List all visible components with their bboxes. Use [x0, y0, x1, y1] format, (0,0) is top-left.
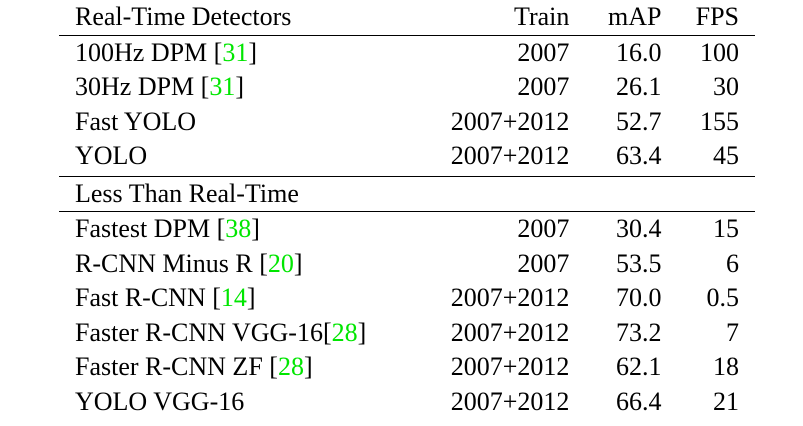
citation-link[interactable]: 31 — [222, 37, 249, 67]
citation-close-bracket: ] — [248, 37, 258, 67]
cell-map: 66.4 — [615, 386, 662, 416]
cell-method: Fast R-CNN [14] — [59, 281, 401, 316]
citation-open-bracket: [ — [200, 72, 210, 101]
table-row: 30Hz DPM [31] 2007 26.1 30 — [59, 70, 755, 105]
method-name: Fast R-CNN — [75, 283, 213, 312]
cell-fps: 100 — [700, 37, 739, 67]
citation-close-bracket: ] — [251, 214, 260, 243]
table-row: Faster R-CNN VGG-16[28] 2007+2012 73.2 7 — [59, 316, 755, 351]
cell-fps: 0.5 — [706, 283, 740, 312]
table-row: YOLO VGG-16 2007+2012 66.4 21 — [59, 385, 755, 420]
citation-link[interactable]: 20 — [267, 248, 294, 278]
method-name: Faster R-CNN VGG-16 — [75, 317, 323, 347]
method-name: 100Hz DPM — [75, 37, 214, 67]
results-table: Real-Time Detectors Train mAP FPS 100Hz … — [59, 0, 755, 419]
header-map: mAP — [569, 0, 662, 36]
cell-train: 2007+2012 — [450, 317, 570, 347]
citation-link[interactable]: 38 — [225, 214, 252, 243]
cell-fps: 30 — [713, 72, 739, 101]
citation-close-bracket: ] — [246, 283, 256, 312]
realtime-section: Real-Time Detectors Train mAP FPS 100Hz … — [59, 0, 755, 174]
method-name: 30Hz DPM — [75, 72, 201, 101]
cell-method: Faster R-CNN VGG-16[28] — [59, 316, 401, 351]
citation-close-bracket: ] — [303, 352, 313, 381]
citation-open-bracket: [ — [322, 317, 332, 347]
method-name: YOLO VGG-16 — [75, 386, 245, 416]
citation-close-bracket: ] — [357, 317, 367, 347]
table-row: YOLO 2007+2012 63.4 45 — [59, 139, 755, 174]
header-fps: FPS — [661, 0, 755, 36]
cell-train: 2007+2012 — [450, 386, 570, 416]
separator — [59, 173, 755, 177]
cell-map: 62.1 — [615, 352, 662, 381]
table-row: Fast YOLO 2007+2012 52.7 155 — [59, 105, 755, 140]
cell-method: Fast YOLO — [59, 105, 401, 140]
table-row: Fastest DPM [38] 2007 30.4 15 — [59, 212, 755, 247]
citation-open-bracket: [ — [269, 352, 278, 381]
citation-link[interactable]: 31 — [209, 72, 236, 101]
method-name: YOLO — [75, 141, 148, 170]
cell-fps: 15 — [713, 214, 739, 243]
table-row: R-CNN Minus R [20] 2007 53.5 6 — [59, 247, 755, 282]
table-row: 100Hz DPM [31] 2007 16.0 100 — [59, 35, 755, 70]
section-title: Less Than Real-Time — [59, 176, 755, 212]
table-row: Faster R-CNN ZF [28] 2007+2012 62.1 18 — [59, 350, 755, 385]
cell-train: 2007+2012 — [450, 106, 570, 136]
header-row: Real-Time Detectors Train mAP FPS — [59, 0, 755, 36]
cell-map: 30.4 — [615, 214, 662, 243]
cell-method: 100Hz DPM [31] — [59, 35, 401, 70]
citation-close-bracket: ] — [293, 248, 303, 278]
cell-fps: 6 — [726, 248, 739, 278]
cell-map: 16.0 — [615, 37, 662, 67]
cell-train: 2007 — [517, 248, 570, 278]
cell-fps: 45 — [713, 141, 739, 170]
header-method: Real-Time Detectors — [59, 0, 402, 36]
table-row: Fast R-CNN [14] 2007+2012 70.0 0.5 — [59, 281, 755, 316]
method-name: R-CNN Minus R — [75, 248, 260, 278]
cell-fps: 7 — [726, 317, 739, 347]
citation-link[interactable]: 28 — [331, 317, 358, 347]
method-name: Faster R-CNN ZF — [75, 352, 270, 381]
cell-train: 2007 — [517, 214, 570, 243]
cell-method: 30Hz DPM [31] — [59, 70, 401, 105]
citation-open-bracket: [ — [216, 214, 226, 243]
cell-method: R-CNN Minus R [20] — [59, 247, 401, 282]
cell-map: 52.7 — [615, 106, 662, 136]
cell-fps: 155 — [700, 106, 739, 136]
header-train: Train — [401, 0, 570, 36]
cell-train: 2007 — [517, 37, 570, 67]
cell-map: 53.5 — [615, 248, 662, 278]
cell-method: YOLO VGG-16 — [59, 385, 401, 420]
cell-method: Fastest DPM [38] — [59, 212, 401, 247]
citation-open-bracket: [ — [259, 248, 268, 278]
cell-train: 2007+2012 — [450, 283, 570, 312]
cell-map: 26.1 — [615, 72, 662, 101]
cell-fps: 18 — [713, 352, 739, 381]
citation-link[interactable]: 28 — [277, 352, 304, 381]
double-rule — [59, 173, 755, 177]
cell-method: YOLO — [59, 139, 401, 174]
cell-train: 2007 — [517, 72, 570, 101]
slow-section: Less Than Real-Time Fastest DPM [38] 2007… — [59, 176, 755, 419]
cell-train: 2007+2012 — [450, 141, 570, 170]
cell-map: 63.4 — [615, 141, 662, 170]
citation-open-bracket: [ — [213, 37, 223, 67]
section-title-row: Less Than Real-Time — [59, 176, 755, 212]
cell-map: 73.2 — [615, 317, 662, 347]
citation-open-bracket: [ — [212, 283, 221, 312]
cell-method: Faster R-CNN ZF [28] — [59, 350, 401, 385]
method-name: Fastest DPM — [75, 214, 217, 243]
citation-link[interactable]: 14 — [220, 283, 247, 312]
method-name: Fast YOLO — [75, 106, 197, 136]
cell-map: 70.0 — [615, 283, 662, 312]
cell-fps: 21 — [713, 386, 739, 416]
citation-close-bracket: ] — [235, 72, 245, 101]
cell-train: 2007+2012 — [450, 352, 570, 381]
